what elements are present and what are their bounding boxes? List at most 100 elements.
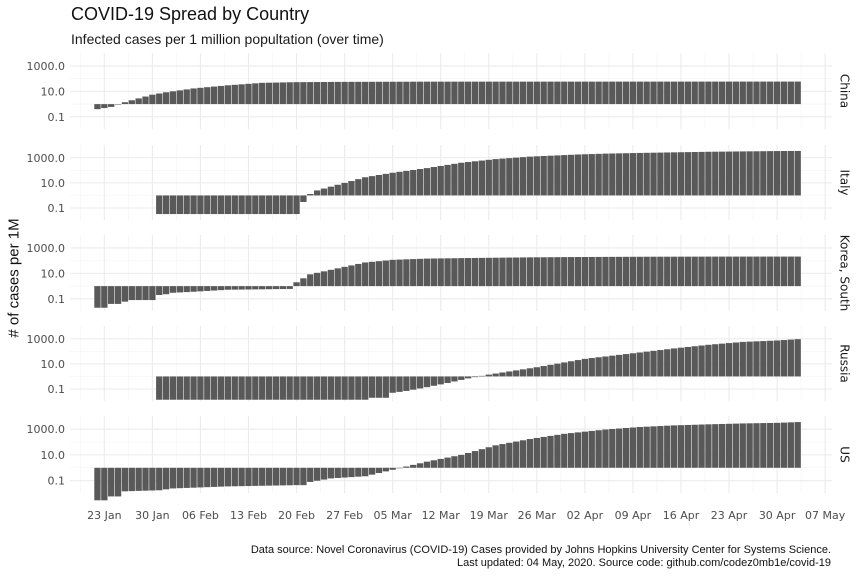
bar [245, 376, 252, 400]
bar [739, 341, 746, 377]
bar [355, 81, 362, 105]
bar [149, 286, 156, 301]
bar [595, 81, 602, 105]
bar [547, 81, 554, 105]
bar [313, 190, 321, 196]
bar [272, 376, 280, 400]
x-tick-label: 26 Mar [518, 509, 557, 522]
bar [602, 256, 609, 287]
bar [430, 81, 437, 105]
bar [334, 268, 341, 287]
bar [670, 152, 678, 196]
bar [664, 256, 671, 287]
bar [444, 164, 451, 196]
bar [265, 467, 273, 486]
bar [670, 81, 678, 105]
bar [485, 374, 492, 377]
bar [458, 376, 465, 380]
chart-subtitle: Infected cases per 1 million popultation… [71, 31, 384, 47]
bar [197, 286, 204, 292]
bar [622, 354, 630, 377]
bar [760, 81, 767, 105]
bar [567, 257, 575, 287]
bar [368, 376, 376, 398]
bar [162, 286, 170, 295]
x-tick-label: 27 Feb [326, 509, 363, 522]
bar [313, 467, 321, 481]
bar [121, 286, 129, 302]
bar [307, 194, 314, 196]
bar [705, 424, 712, 468]
bar [561, 155, 568, 196]
bar [705, 81, 712, 105]
bar [643, 256, 650, 287]
bar [293, 195, 300, 215]
bar [581, 81, 589, 105]
bar [753, 341, 760, 377]
bar [272, 286, 280, 290]
bar [128, 286, 135, 301]
bar [197, 87, 204, 105]
bar [478, 81, 486, 105]
bar [574, 360, 582, 377]
bar [252, 83, 259, 105]
bar [760, 151, 767, 196]
bar [128, 100, 135, 105]
bar [430, 167, 437, 196]
x-tick-label: 02 Apr [567, 509, 604, 522]
bar [430, 460, 437, 468]
bar [368, 81, 376, 105]
bar [547, 257, 554, 287]
bar [389, 376, 396, 393]
bar [245, 467, 252, 487]
bar [410, 259, 417, 287]
bar [293, 282, 300, 287]
bar [725, 81, 733, 105]
bar [128, 467, 135, 492]
bar [698, 424, 705, 468]
bar [732, 256, 740, 287]
bar [238, 286, 245, 290]
bar [705, 256, 712, 287]
bar [478, 257, 486, 287]
bar [341, 376, 348, 400]
bar [746, 423, 753, 468]
bar [327, 467, 335, 479]
bar [279, 195, 286, 215]
bar [622, 428, 630, 468]
bar [499, 372, 506, 377]
bar [588, 256, 595, 287]
bar [739, 81, 746, 105]
bar [519, 257, 527, 287]
bar [121, 102, 129, 105]
bar [684, 256, 691, 287]
bar [313, 376, 321, 400]
bar [574, 154, 582, 196]
bar [169, 376, 177, 400]
caption: Data source: Novel Coronavirus (COVID-19… [251, 544, 831, 570]
bar [657, 256, 664, 287]
bar [259, 467, 266, 486]
bar [162, 376, 170, 400]
bar [698, 151, 705, 196]
bar [279, 82, 286, 105]
bar [636, 81, 643, 105]
bar [204, 87, 211, 105]
bar [142, 96, 149, 105]
bar [691, 346, 698, 377]
bar [533, 367, 540, 377]
bar [650, 152, 657, 196]
bar [526, 81, 534, 105]
bar [259, 195, 266, 215]
bar [293, 376, 300, 400]
bar [650, 81, 657, 105]
y-tick-label: 10.0 [41, 177, 66, 190]
bar [348, 376, 355, 400]
bar [362, 262, 369, 287]
x-tick-label: 30 Apr [759, 509, 796, 522]
facet-strip-label: China [838, 74, 852, 108]
bar [451, 258, 458, 287]
y-tick-label: 10.0 [41, 449, 66, 462]
bar [513, 157, 520, 196]
